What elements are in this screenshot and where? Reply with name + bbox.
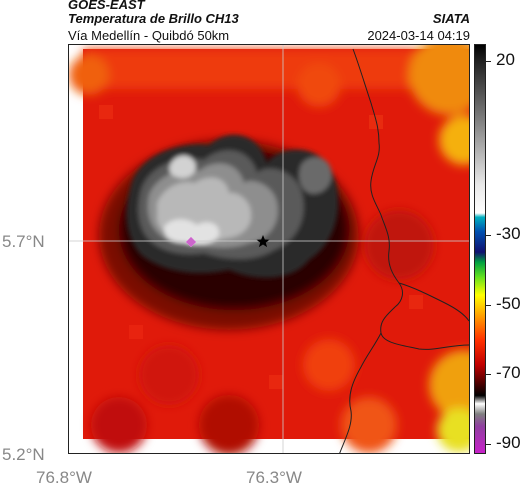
colorbar-tick-mark	[486, 61, 491, 63]
department-boundary	[339, 48, 469, 453]
lon-tick-label: 76.8°W	[36, 468, 92, 487]
product-title: Temperatura de Brillo CH13	[68, 11, 239, 26]
temperature-field	[69, 45, 469, 453]
satellite-title: GOES-EAST	[68, 0, 145, 12]
timestamp-label: 2024-03-14 04:19	[367, 28, 470, 43]
graticule	[69, 45, 469, 453]
lat-tick-label: 5.7°N	[2, 232, 45, 251]
temperature-colorbar	[474, 44, 486, 454]
colorbar-tick-label: -30	[496, 224, 521, 244]
colorbar-tick-mark	[486, 374, 491, 376]
brightness-temperature-map	[69, 45, 469, 453]
organization-label: SIATA	[432, 11, 470, 26]
lon-tick-label: 76.3°W	[246, 468, 302, 487]
colorbar-tick-mark	[486, 304, 491, 306]
colorbar-tick-mark	[486, 443, 491, 445]
colorbar-tick-label: -90	[496, 432, 521, 452]
pink-diamond-marker	[185, 236, 197, 248]
colorbar-tick-label: -70	[496, 363, 521, 383]
region-subtitle: Vía Medellín - Quibdó 50km	[68, 28, 230, 43]
colorbar-tick-mark	[486, 235, 491, 237]
colorbar-tick-label: -50	[496, 293, 521, 313]
black-star-marker	[256, 235, 270, 248]
map-panel[interactable]	[68, 44, 470, 454]
colorbar-tick-label: 20	[496, 50, 515, 70]
lat-tick-label: 5.2°N	[2, 445, 45, 464]
